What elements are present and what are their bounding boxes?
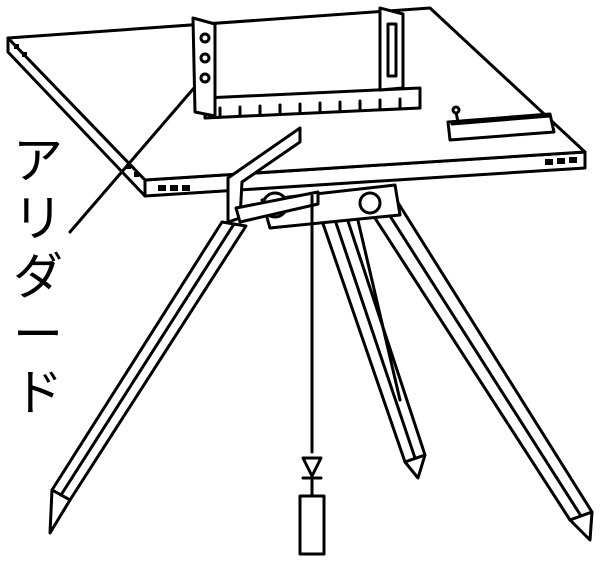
- alidade: [191, 6, 422, 120]
- table-edge-holes: [14, 44, 577, 191]
- sight-slit: [386, 22, 398, 78]
- sight-hole: [199, 52, 211, 64]
- alidade-label-char: ア: [13, 132, 63, 190]
- alidade-label: アリダード: [8, 132, 68, 422]
- alidade-sight-vane-front: [191, 16, 217, 118]
- plumb-bob: [298, 194, 326, 556]
- alidade-label-char: ド: [13, 364, 63, 422]
- centering-arm: [226, 126, 320, 224]
- tripod-leg-right: [360, 188, 594, 542]
- alidade-scale: [218, 97, 402, 118]
- sight-hole: [199, 32, 211, 44]
- tripod: [48, 183, 594, 542]
- tripod-leg-center: [318, 210, 427, 480]
- alidade-label-char: ー: [13, 306, 63, 364]
- alidade-label-char: リ: [13, 190, 63, 248]
- level-vial: [446, 105, 556, 142]
- label-leader-line: [68, 86, 196, 234]
- alidade-label-char: ダ: [13, 248, 63, 306]
- sight-hole: [199, 72, 211, 84]
- tripod-leg-left: [48, 220, 248, 535]
